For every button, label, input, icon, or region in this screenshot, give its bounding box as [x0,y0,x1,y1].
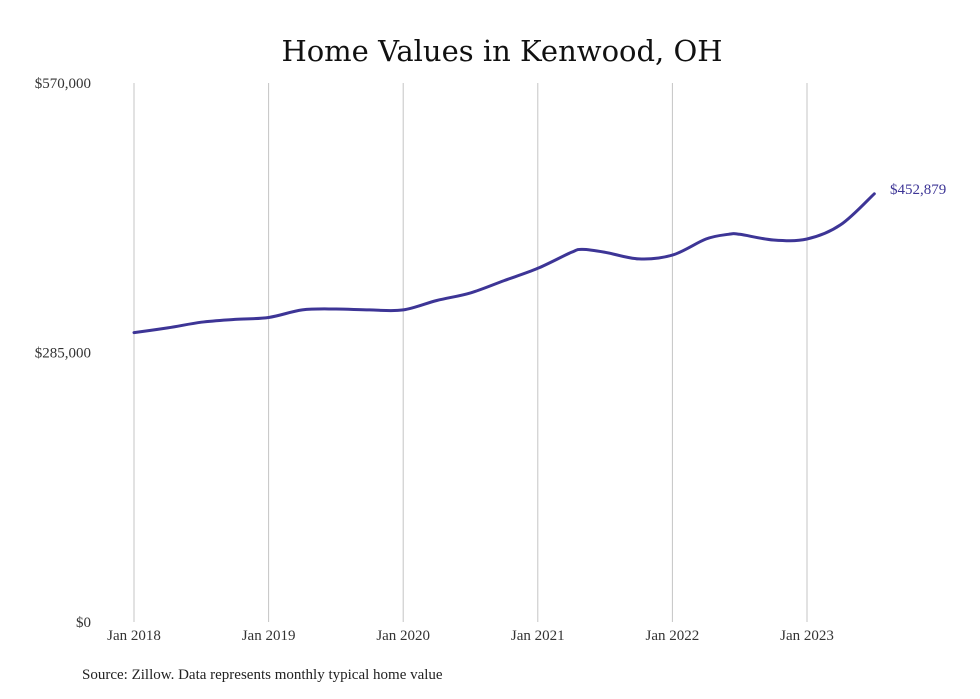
x-tick-label: Jan 2018 [107,628,161,644]
source-note: Source: Zillow. Data represents monthly … [82,667,443,683]
x-tick-label: Jan 2021 [511,628,565,644]
x-tick-label: Jan 2023 [780,628,834,644]
x-axis-ticks: Jan 2018 Jan 2019 Jan 2020 Jan 2021 Jan 2022… [107,628,834,644]
series-line [132,192,876,335]
end-value-label: $452,879 [890,182,946,198]
series-layer [132,192,876,335]
y-axis-ticks: $0 $285,000 $570,000 [35,76,91,631]
gridlines [133,83,808,622]
x-tick-label: Jan 2019 [242,628,296,644]
x-tick-label: Jan 2022 [646,628,700,644]
y-tick-label: $570,000 [35,76,91,92]
chart-title: Home Values in Kenwood, OH [281,34,722,68]
x-tick-label: Jan 2020 [376,628,430,644]
y-tick-label: $0 [76,615,91,631]
y-tick-label: $285,000 [35,346,91,362]
